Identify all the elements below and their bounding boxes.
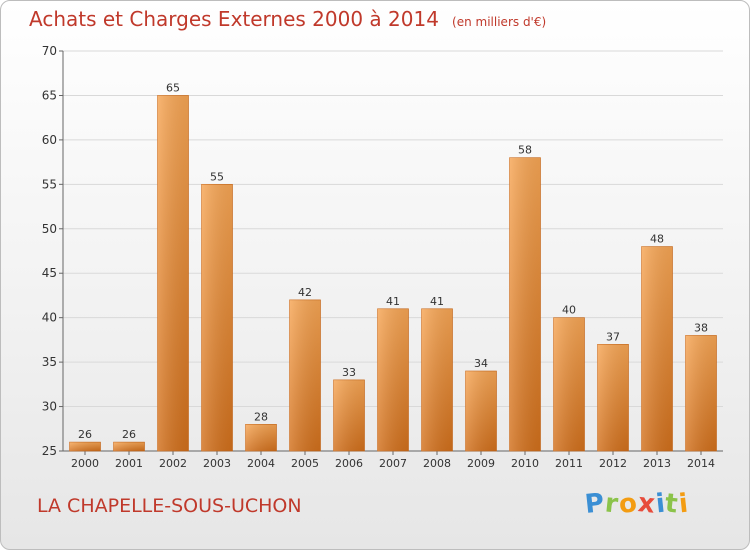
bar-shade-2013 <box>641 246 673 451</box>
y-tick-label: 40 <box>42 311 57 325</box>
x-tick-label: 2012 <box>599 457 627 470</box>
x-tick-label: 2004 <box>247 457 275 470</box>
y-tick-label: 50 <box>42 222 57 236</box>
x-tick-label: 2010 <box>511 457 539 470</box>
y-tick-label: 60 <box>42 133 57 147</box>
bars <box>69 95 717 452</box>
bar-shade-2003 <box>201 184 233 452</box>
x-tick-label: 2007 <box>379 457 407 470</box>
y-tick-label: 25 <box>42 444 57 458</box>
logo-letter: i <box>677 488 691 520</box>
value-label: 55 <box>210 170 224 183</box>
bar-shade-2007 <box>377 308 409 451</box>
bar-shade-2008 <box>421 308 453 451</box>
bar-shade-2009 <box>465 371 497 451</box>
x-tick-label: 2001 <box>115 457 143 470</box>
y-tick-label: 55 <box>42 177 57 191</box>
x-tick-label: 2011 <box>555 457 583 470</box>
bar-shade-2004 <box>245 424 277 451</box>
value-label: 41 <box>386 295 400 308</box>
y-tick-label: 35 <box>42 355 57 369</box>
x-tick-label: 2013 <box>643 457 671 470</box>
y-tick-label: 65 <box>42 88 57 102</box>
x-tick-label: 2014 <box>687 457 715 470</box>
x-tick-label: 2005 <box>291 457 319 470</box>
value-label: 40 <box>562 304 576 317</box>
x-tick-label: 2002 <box>159 457 187 470</box>
place-name: LA CHAPELLE-SOUS-UCHON <box>37 495 302 517</box>
value-label: 28 <box>254 410 268 423</box>
value-label: 37 <box>606 330 620 343</box>
value-label: 58 <box>518 144 532 157</box>
bar-shade-2012 <box>597 344 629 451</box>
value-label: 65 <box>166 81 180 94</box>
value-label: 38 <box>694 321 708 334</box>
bar-shade-2000 <box>69 442 101 451</box>
value-label: 26 <box>122 428 136 441</box>
bar-shade-2002 <box>157 95 189 451</box>
chart-title-main: Achats et Charges Externes 2000 à 2014 <box>29 7 439 31</box>
x-tick-label: 2000 <box>71 457 99 470</box>
bar-shade-2006 <box>333 379 365 451</box>
bar-shade-2014 <box>685 335 717 451</box>
y-tick-label: 30 <box>42 400 57 414</box>
value-label: 42 <box>298 286 312 299</box>
bar-shade-2001 <box>113 442 145 451</box>
y-tick-label: 45 <box>42 266 57 280</box>
chart-title-unit: (en milliers d'€) <box>452 15 547 29</box>
x-tick-label: 2008 <box>423 457 451 470</box>
bar-shade-2005 <box>289 299 321 451</box>
proxiti-logo: Proxiti <box>583 488 691 520</box>
value-label: 26 <box>78 428 92 441</box>
value-label: 41 <box>430 295 444 308</box>
x-tick-label: 2009 <box>467 457 495 470</box>
value-label: 33 <box>342 366 356 379</box>
labels: 25 30 35 40 45 50 55 60 65 70 26 2000 26 2001 65 2002 55… <box>42 44 715 470</box>
y-tick-label: 70 <box>42 44 57 58</box>
x-tick-label: 2006 <box>335 457 363 470</box>
value-label: 48 <box>650 233 664 246</box>
chart-title: Achats et Charges Externes 2000 à 2014 (… <box>29 7 546 31</box>
value-label: 34 <box>474 357 488 370</box>
bar-shade-2010 <box>509 157 541 451</box>
bar-shade-2011 <box>553 317 585 451</box>
x-tick-label: 2003 <box>203 457 231 470</box>
